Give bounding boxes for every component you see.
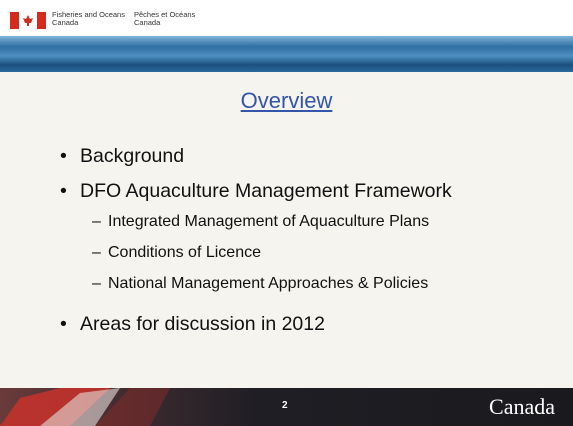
bullet: Background (64, 145, 184, 168)
sub-bullet-text: Conditions of Licence (108, 244, 261, 261)
sub-bullet: Integrated Management of Aquaculture Pla… (92, 213, 429, 231)
canada-wordmark: Canada (489, 394, 555, 420)
bullet: DFO Aquaculture Management Framework (64, 180, 452, 203)
department-fr-line: Canada (134, 19, 195, 27)
department-en: Fisheries and Oceans Canada (52, 11, 125, 27)
flag-graphic (0, 388, 170, 426)
sub-bullet: Conditions of Licence (92, 244, 261, 262)
bullet: Areas for discussion in 2012 (64, 313, 325, 336)
bullet-text: Areas for discussion in 2012 (80, 313, 325, 335)
water-banner (0, 36, 573, 72)
slide-title: Overview (0, 88, 573, 114)
department-en-line: Canada (52, 19, 125, 27)
slide: Fisheries and Oceans Canada Pêches et Oc… (0, 0, 573, 426)
department-fr: Pêches et Océans Canada (134, 11, 195, 27)
page-number: 2 (282, 400, 288, 411)
footer: 2 Canada (0, 388, 573, 426)
bullet-text: Background (80, 145, 184, 167)
header: Fisheries and Oceans Canada Pêches et Oc… (0, 0, 573, 36)
canada-flag (10, 12, 46, 29)
sub-bullet: National Management Approaches & Policie… (92, 275, 428, 293)
sub-bullet-text: National Management Approaches & Policie… (108, 275, 428, 292)
bullet-text: DFO Aquaculture Management Framework (80, 180, 452, 202)
sub-bullet-text: Integrated Management of Aquaculture Pla… (108, 213, 429, 230)
